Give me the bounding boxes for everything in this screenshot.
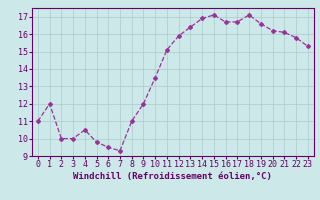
X-axis label: Windchill (Refroidissement éolien,°C): Windchill (Refroidissement éolien,°C) (73, 172, 272, 181)
